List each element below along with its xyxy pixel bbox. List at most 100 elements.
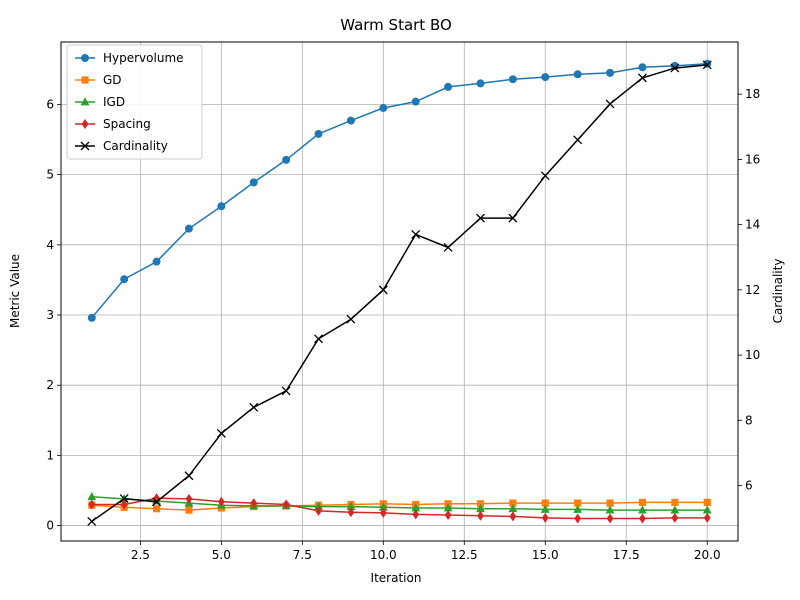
data-point-cardinality [411,229,421,239]
y-axis-left: 0 1 2 3 4 5 6 [46,97,61,533]
data-point-spacing [639,513,646,524]
data-point-gd [185,506,193,514]
legend-marker-hypervolume [81,54,89,62]
data-point-hypervolume [152,257,161,266]
data-point-gd [703,498,711,506]
data-point-hypervolume [411,97,420,106]
series-gd [88,498,711,514]
data-point-igd [540,504,550,513]
data-point-gd [476,500,485,508]
data-point-igd [702,505,712,514]
y2-tick-label: 12 [745,283,760,297]
data-point-cardinality [152,497,162,507]
x-tick-label: 10.0 [370,548,397,562]
data-point-spacing [120,499,128,510]
data-point-hypervolume [87,313,96,322]
y2-axis-label: Cardinality [771,259,785,324]
data-point-hypervolume [444,82,453,91]
y-tick-label: 5 [46,168,54,182]
data-point-igd [411,503,421,512]
legend-marker-spacing [81,119,89,129]
data-point-hypervolume [120,275,129,284]
data-point-hypervolume [346,116,355,125]
data-point-cardinality [540,171,550,181]
data-point-gd [152,505,161,513]
y2-tick-label: 10 [745,348,760,362]
data-point-cardinality [702,60,712,70]
legend-label-hypervolume: Hypervolume [103,51,184,65]
data-point-spacing [185,493,193,504]
legend-item-hypervolume: Hypervolume [75,51,184,65]
data-point-cardinality [119,494,129,504]
x-tick-label: 20.0 [694,548,721,562]
y-tick-label: 1 [46,448,54,462]
data-point-cardinality [670,63,680,73]
data-point-igd [670,505,680,514]
data-point-spacing [379,507,387,518]
data-point-cardinality [378,285,388,295]
data-point-spacing [444,510,452,521]
series-line-gd [91,501,708,511]
data-point-hypervolume [508,75,517,84]
data-point-cardinality [476,213,485,223]
data-point-igd [443,503,453,512]
data-point-igd [638,505,647,514]
y-tick-label: 6 [46,97,54,111]
x-tick-label: 17.5 [613,548,640,562]
legend-label-spacing: Spacing [103,117,151,131]
data-point-igd [87,491,97,501]
data-point-spacing [477,510,484,521]
legend: Hypervolume GD IGD Spacing Cardinality [66,44,203,160]
data-point-hypervolume [606,68,615,77]
legend-item-spacing: Spacing [75,117,151,131]
legend-box [66,44,203,160]
data-point-spacing [541,512,549,523]
data-point-spacing [509,511,517,522]
data-point-igd [476,503,485,513]
y2-tick-label: 8 [745,413,753,427]
data-point-spacing [250,498,258,509]
data-point-cardinality [573,135,583,145]
data-point-hypervolume [314,129,323,138]
y2-tick-label: 6 [745,479,753,493]
data-point-igd [508,503,518,513]
legend-marker-gd [81,76,89,84]
data-point-spacing [282,499,290,510]
x-tick-label: 7.5 [293,548,312,562]
data-point-gd [671,498,679,506]
data-point-cardinality [281,386,291,396]
data-point-igd [378,502,388,511]
data-point-hypervolume [184,224,193,233]
data-point-hypervolume [217,202,226,211]
data-point-gd [541,499,549,507]
legend-item-cardinality: Cardinality [75,139,168,153]
y2-tick-label: 18 [745,87,760,101]
data-point-gd [606,499,614,507]
x-axis: 2.5 5.0 7.5 10.0 12.5 15.0 17.5 20.0 [131,541,721,562]
data-point-cardinality [314,334,323,344]
data-point-spacing [347,507,355,518]
data-point-igd [346,501,356,511]
legend-item-igd: IGD [75,95,125,109]
data-point-hypervolume [573,70,582,79]
y-tick-label: 0 [46,519,54,533]
data-point-spacing [88,499,96,510]
data-point-cardinality [605,99,615,109]
series-cardinality [87,60,712,526]
series-line-hypervolume [91,63,708,319]
x-tick-label: 12.5 [451,548,478,562]
x-axis-label: Iteration [371,571,422,585]
data-point-hypervolume [249,178,258,187]
grid [61,42,738,541]
data-point-igd [605,505,615,514]
data-point-cardinality [216,428,226,438]
data-point-spacing [606,513,614,524]
x-tick-label: 2.5 [131,548,150,562]
data-point-cardinality [637,73,647,83]
legend-label-cardinality: Cardinality [103,139,168,153]
data-point-hypervolume [638,63,647,72]
series-hypervolume [87,59,712,322]
data-point-hypervolume [379,103,388,112]
legend-label-igd: IGD [103,95,125,109]
y2-tick-label: 14 [745,218,760,232]
